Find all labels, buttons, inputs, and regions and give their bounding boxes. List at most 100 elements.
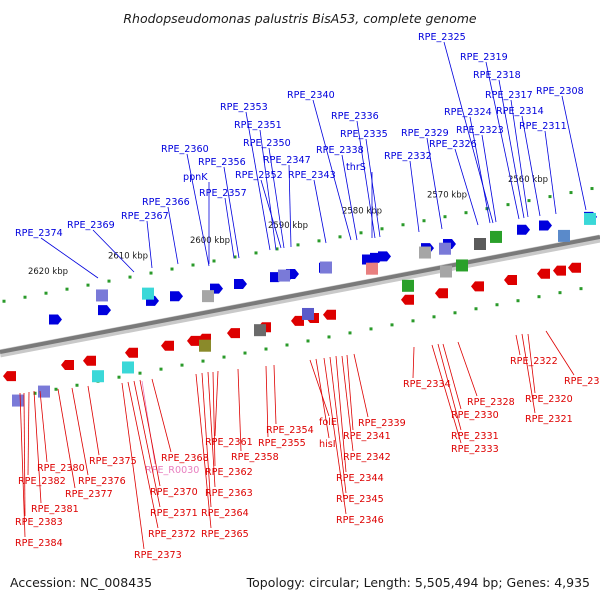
forward-leader-line <box>454 148 479 226</box>
feature-block <box>254 324 266 337</box>
forward-cds-arrow <box>170 291 183 302</box>
reverse-leader-line <box>346 354 354 431</box>
forward-gene-label: RPE_2319 <box>460 52 508 63</box>
forward-leader-line <box>92 229 135 273</box>
reverse-tick <box>432 315 436 319</box>
reverse-cds-arrow <box>435 288 448 299</box>
reverse-tick <box>390 323 394 327</box>
forward-gene-label: RPE_2367 <box>121 211 169 222</box>
reverse-leader-line <box>457 341 478 397</box>
reverse-cds-arrow <box>471 281 484 292</box>
forward-tick <box>65 287 69 291</box>
reverse-tick <box>369 327 373 331</box>
forward-tick <box>275 247 279 251</box>
reverse-gene-label: RPE_2333 <box>451 444 499 455</box>
reverse-gene-label: RPE_2341 <box>343 431 391 442</box>
reverse-gene-label: RPE_2320 <box>525 394 573 405</box>
reverse-gene-label: RPE_2363 <box>205 488 253 499</box>
reverse-cds-arrow <box>3 371 16 382</box>
forward-tick <box>338 235 342 239</box>
forward-tick <box>527 199 531 203</box>
reverse-gene-label: RPE_2358 <box>231 452 279 463</box>
reverse-gene-label: RPE_2375 <box>89 456 137 467</box>
reverse-gene-label: RPE_2368 <box>161 453 209 464</box>
forward-cds-arrow <box>517 224 530 235</box>
reverse-gene-label: RPE_2321 <box>525 414 573 425</box>
forward-leader-line <box>443 41 494 224</box>
feature-block <box>202 290 214 303</box>
forward-leader-line <box>561 95 587 211</box>
reverse-leader-line <box>33 390 42 504</box>
reverse-leader-line <box>527 333 536 394</box>
reverse-leader-line <box>412 346 415 379</box>
reverse-gene-label: RPE_2342 <box>343 452 391 463</box>
forward-tick <box>548 195 552 199</box>
reverse-leader-line <box>121 382 145 550</box>
reverse-gene-label: RPE_2383 <box>15 517 63 528</box>
forward-gene-label: RPE_2311 <box>519 121 567 132</box>
forward-tick <box>86 283 90 287</box>
forward-gene-label: RPE_2317 <box>485 90 533 101</box>
forward-gene-label: RPE_2314 <box>496 106 544 117</box>
reverse-gene-label: RPE_2355 <box>258 438 306 449</box>
reverse-gene-label: RPE_2365 <box>201 529 249 540</box>
reverse-gene-label: RPE_2330 <box>451 410 499 421</box>
feature-block <box>199 339 211 352</box>
feature-block <box>419 246 431 259</box>
reverse-tick <box>348 331 352 335</box>
scale-label: 2560 kbp <box>508 175 548 185</box>
forward-tick <box>212 259 216 263</box>
reverse-leader-line <box>309 359 330 417</box>
forward-tick <box>443 215 447 219</box>
scale-label: 2600 kbp <box>190 236 230 246</box>
forward-gene-label: RPE_2332 <box>384 151 432 162</box>
forward-leader-line <box>40 237 99 279</box>
forward-tick <box>296 243 300 247</box>
reverse-gene-label: RPE_2381 <box>31 504 79 515</box>
forward-leader-line <box>288 164 292 248</box>
reverse-tick <box>33 391 37 395</box>
forward-gene-label: RPE_2336 <box>331 111 379 122</box>
feature-block <box>440 265 452 278</box>
forward-leader-line <box>245 111 271 251</box>
forward-leader-line <box>312 99 352 241</box>
reverse-gene-label: RPE_2364 <box>201 508 249 519</box>
forward-tick <box>107 279 111 283</box>
forward-leader-line <box>268 147 285 249</box>
forward-gene-label: RPE_2318 <box>473 70 521 81</box>
reverse-tick <box>180 363 184 367</box>
reverse-cds-arrow <box>125 347 138 358</box>
forward-gene-label: RPE_2353 <box>220 102 268 113</box>
forward-gene-label: RPE_2343 <box>288 170 336 181</box>
forward-tick <box>149 271 153 275</box>
reverse-tick <box>159 367 163 371</box>
feature-block <box>38 385 50 398</box>
forward-leader-line <box>224 197 235 259</box>
reverse-gene-label: RPE_2361 <box>205 437 253 448</box>
reverse-gene-label: RPE_2380 <box>37 463 85 474</box>
reverse-tick <box>558 291 562 295</box>
forward-gene-label: RPE_2352 <box>235 170 283 181</box>
reverse-tick <box>201 359 205 363</box>
reverse-cds-arrow <box>161 340 174 351</box>
reverse-gene-label: RPE_2371 <box>150 508 198 519</box>
forward-leader-line <box>409 160 420 233</box>
feature-block <box>456 259 468 272</box>
reverse-gene-label: RPE_2382 <box>18 476 66 487</box>
reverse-leader-line <box>265 365 269 438</box>
reverse-gene-label: RPE_2376 <box>78 476 126 487</box>
forward-tick <box>191 263 195 267</box>
reverse-leader-line <box>335 355 347 473</box>
feature-block <box>474 238 486 250</box>
reverse-gene-label: RPE_2339 <box>358 418 406 429</box>
reverse-leader-line <box>442 343 462 410</box>
reverse-leader-line <box>27 391 30 476</box>
reverse-leader-line <box>87 385 100 456</box>
forward-leader-line <box>481 134 497 223</box>
reverse-tick <box>54 387 58 391</box>
forward-tick <box>359 231 363 235</box>
forward-leader-line <box>365 138 381 238</box>
reverse-gene-label: RPE_2377 <box>65 489 113 500</box>
forward-leader-line <box>426 137 443 230</box>
reverse-tick <box>306 339 310 343</box>
